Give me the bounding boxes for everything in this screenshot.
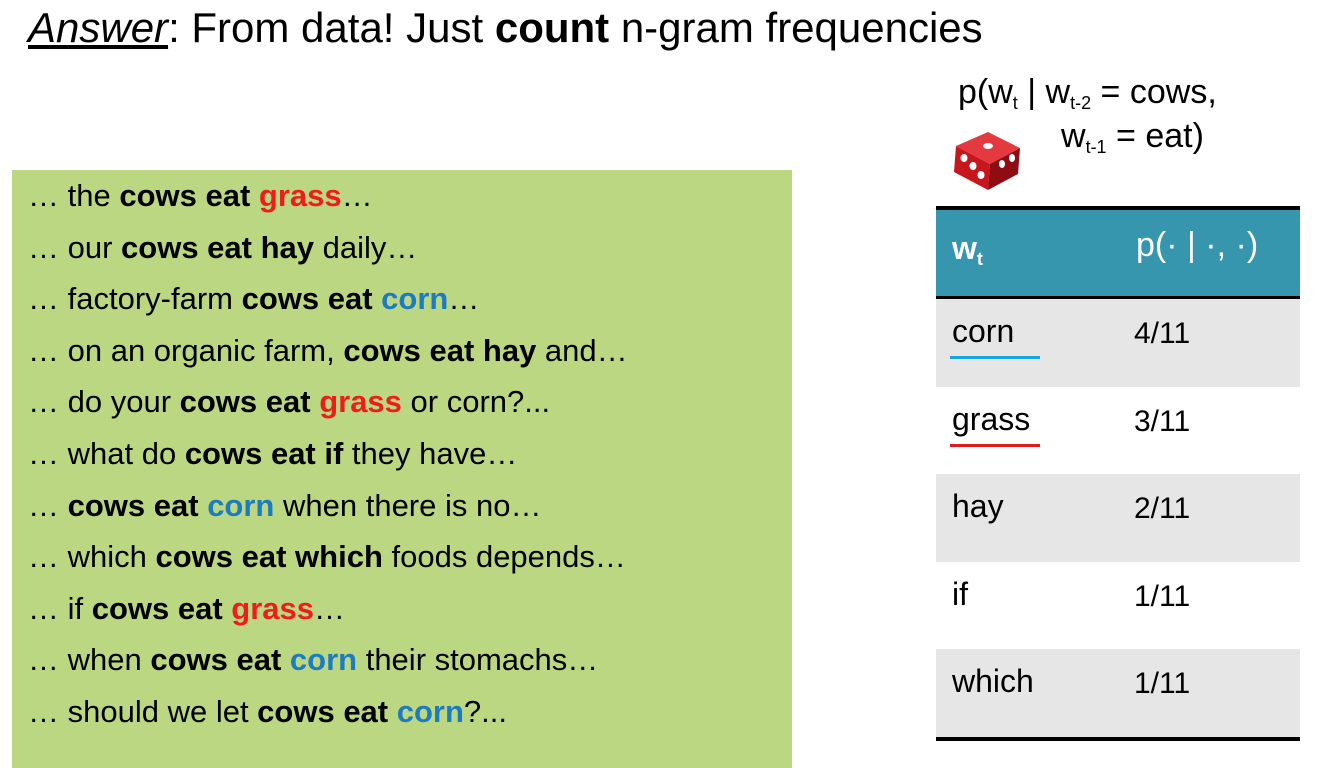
bigram-context: cows eat bbox=[150, 642, 290, 678]
corpus-text: their stomachs… bbox=[357, 642, 599, 678]
table-header: wt p(· | ·, ·) bbox=[936, 210, 1300, 299]
formula-sub-t1: t-1 bbox=[1085, 137, 1107, 157]
corpus-text: … bbox=[314, 590, 346, 626]
highlighted-word: grass bbox=[258, 178, 342, 213]
bigram-context: cows eat bbox=[179, 384, 320, 420]
row-word: if bbox=[952, 575, 968, 612]
bigram-context: cows eat bbox=[91, 590, 232, 626]
corpus-line: … factory-farm cows eat corn… bbox=[28, 279, 479, 319]
corn-underline bbox=[950, 356, 1040, 359]
title-answer: Answer bbox=[28, 4, 169, 51]
bigram-context: cows eat hay bbox=[121, 229, 315, 265]
conditional-probability-formula: p(wt | wt-2 = cows, wt-1 = eat) bbox=[958, 70, 1217, 158]
corpus-text: they have… bbox=[343, 436, 518, 471]
formula-line-2: wt-1 = eat) bbox=[958, 114, 1217, 158]
header-prob: p(· | ·, ·) bbox=[1136, 226, 1259, 264]
formula-line-1: p(wt | wt-2 = cows, bbox=[958, 70, 1217, 114]
bigram-context: cows eat bbox=[67, 487, 208, 523]
row-prob: 1/11 bbox=[1134, 579, 1191, 613]
row-prob: 3/11 bbox=[1134, 404, 1191, 438]
row-word: corn bbox=[952, 313, 1015, 349]
corpus-line: … cows eat corn when there is no… bbox=[28, 486, 541, 526]
corpus-excerpts-panel: … the cows eat grass…… our cows eat hay … bbox=[12, 170, 792, 768]
row-prob: 2/11 bbox=[1134, 492, 1191, 525]
table-row: grass 3/11 bbox=[936, 386, 1300, 474]
bigram-context: cows eat if bbox=[184, 436, 344, 471]
row-word: which bbox=[952, 663, 1034, 699]
header-word: wt bbox=[952, 230, 983, 270]
formula-sub-t2: t-2 bbox=[1070, 93, 1092, 113]
formula-w: w bbox=[1061, 117, 1086, 155]
red-die-icon bbox=[954, 132, 1020, 190]
table-row: hay 2/11 bbox=[936, 474, 1300, 562]
corpus-text: … bbox=[28, 487, 68, 523]
bigram-context: cows eat bbox=[119, 178, 259, 213]
formula-p-open: p(w bbox=[958, 73, 1013, 111]
corpus-text: … should we let bbox=[28, 694, 258, 729]
title-rest: n-gram frequencies bbox=[609, 4, 983, 51]
title-colon-text: : From data! Just bbox=[168, 4, 495, 51]
corpus-text: … bbox=[448, 281, 480, 317]
corpus-text: … the bbox=[28, 178, 120, 213]
title-count: count bbox=[494, 4, 610, 51]
corpus-line: … what do cows eat if they have… bbox=[28, 434, 517, 474]
corpus-line: … on an organic farm, cows eat hay and… bbox=[28, 331, 628, 371]
corpus-text: foods depends… bbox=[382, 539, 626, 575]
bigram-context: cows eat which bbox=[155, 539, 383, 575]
corpus-line: … which cows eat which foods depends… bbox=[28, 537, 626, 577]
highlighted-word: grass bbox=[319, 384, 402, 420]
row-word: grass bbox=[952, 400, 1031, 437]
corpus-text: or corn?... bbox=[401, 384, 551, 420]
formula-bar-w: | w bbox=[1017, 73, 1071, 111]
bigram-context: cows eat bbox=[257, 694, 397, 729]
bigram-context: cows eat bbox=[241, 281, 382, 317]
corpus-text: when there is no… bbox=[274, 487, 542, 523]
corpus-line: … if cows eat grass… bbox=[28, 589, 345, 629]
formula-eq-eat: = eat) bbox=[1106, 117, 1204, 155]
corpus-text: ?... bbox=[463, 694, 508, 729]
row-word: hay bbox=[952, 488, 1004, 524]
corpus-text: daily… bbox=[314, 229, 418, 265]
row-prob: 4/11 bbox=[1134, 317, 1191, 350]
corpus-text: … our bbox=[28, 229, 122, 265]
corpus-text: … do your bbox=[28, 384, 180, 420]
table-row: which 1/11 bbox=[936, 649, 1300, 737]
corpus-text: … if bbox=[28, 590, 92, 626]
row-prob: 1/11 bbox=[1134, 667, 1191, 700]
highlighted-word: corn bbox=[207, 487, 275, 523]
corpus-text: … bbox=[341, 178, 373, 213]
highlighted-word: corn bbox=[396, 694, 464, 729]
corpus-text: and… bbox=[536, 332, 628, 368]
corpus-text: … what do bbox=[28, 436, 185, 471]
corpus-text: … which bbox=[28, 539, 156, 575]
table-row: if 1/11 bbox=[936, 561, 1300, 649]
corpus-line: … the cows eat grass… bbox=[28, 176, 373, 216]
probability-table: wt p(· | ·, ·) corn 4/11 grass 3/11 hay … bbox=[936, 206, 1300, 741]
corpus-text: … when bbox=[28, 642, 151, 678]
table-row: corn 4/11 bbox=[936, 299, 1300, 387]
corpus-text: … on an organic farm, bbox=[28, 332, 344, 368]
highlighted-word: corn bbox=[381, 281, 449, 317]
corpus-line: … our cows eat hay daily… bbox=[28, 228, 417, 268]
corpus-line: … when cows eat corn their stomachs… bbox=[28, 640, 598, 680]
highlighted-word: corn bbox=[289, 642, 358, 678]
bigram-context: cows eat hay bbox=[343, 332, 537, 368]
slide-title: Answer: From data! Just count n-gram fre… bbox=[28, 2, 983, 54]
formula-sub-t: t bbox=[1012, 93, 1018, 113]
highlighted-word: grass bbox=[231, 590, 315, 626]
corpus-line: … should we let cows eat corn?... bbox=[28, 692, 507, 732]
header-word-sub: t bbox=[976, 249, 983, 269]
formula-eq-cows: = cows, bbox=[1091, 73, 1217, 111]
corpus-line: … do your cows eat grass or corn?... bbox=[28, 382, 550, 422]
header-word-label: w bbox=[952, 230, 977, 266]
corpus-text: … factory-farm bbox=[28, 281, 242, 317]
grass-underline bbox=[950, 443, 1040, 447]
